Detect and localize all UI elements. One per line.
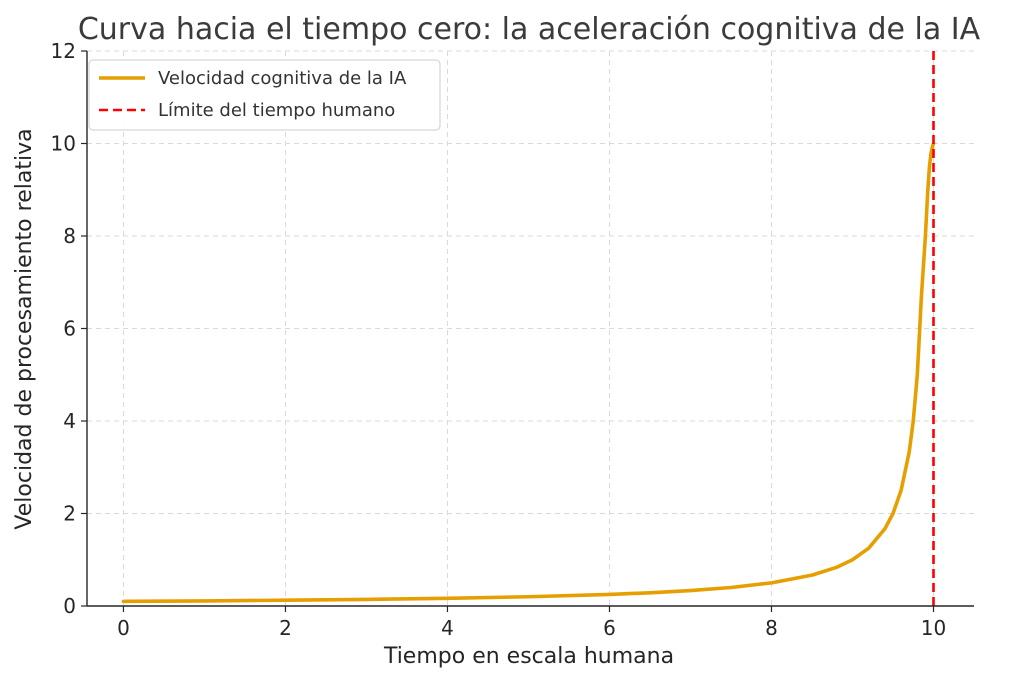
y-axis-label: Velocidad de procesamiento relativa xyxy=(12,128,37,529)
y-tick-label: 6 xyxy=(63,317,76,341)
y-tick-label: 10 xyxy=(51,132,76,156)
y-tick-label: 8 xyxy=(63,224,76,248)
x-axis-label: Tiempo en escala humana xyxy=(383,644,674,669)
x-tick-label: 8 xyxy=(765,616,778,640)
legend: Velocidad cognitiva de la IA Límite del t… xyxy=(88,59,441,131)
x-axis-ticks: 0 2 4 6 8 10 xyxy=(117,606,946,640)
x-tick-label: 4 xyxy=(441,616,454,640)
legend-entries: Velocidad cognitiva de la IA Límite del t… xyxy=(99,68,407,121)
chart-title: Curva hacia el tiempo cero: la aceleraci… xyxy=(78,12,981,47)
speed-curve-series xyxy=(121,141,936,604)
y-tick-label: 2 xyxy=(63,502,76,526)
x-tick-label: 0 xyxy=(117,616,130,640)
grid-lines xyxy=(87,50,974,607)
y-tick-label: 0 xyxy=(63,594,76,618)
legend-label: Velocidad cognitiva de la IA xyxy=(158,68,407,89)
y-tick-label: 4 xyxy=(63,409,76,433)
y-axis-ticks: 0 2 4 6 8 10 12 xyxy=(51,39,87,618)
y-tick-label: 12 xyxy=(51,39,76,63)
legend-label: Límite del tiempo humano xyxy=(158,100,395,121)
series-layer xyxy=(121,51,936,606)
x-tick-label: 10 xyxy=(921,616,946,640)
x-tick-label: 6 xyxy=(603,616,616,640)
legend-box xyxy=(88,59,441,131)
x-tick-label: 2 xyxy=(279,616,292,640)
